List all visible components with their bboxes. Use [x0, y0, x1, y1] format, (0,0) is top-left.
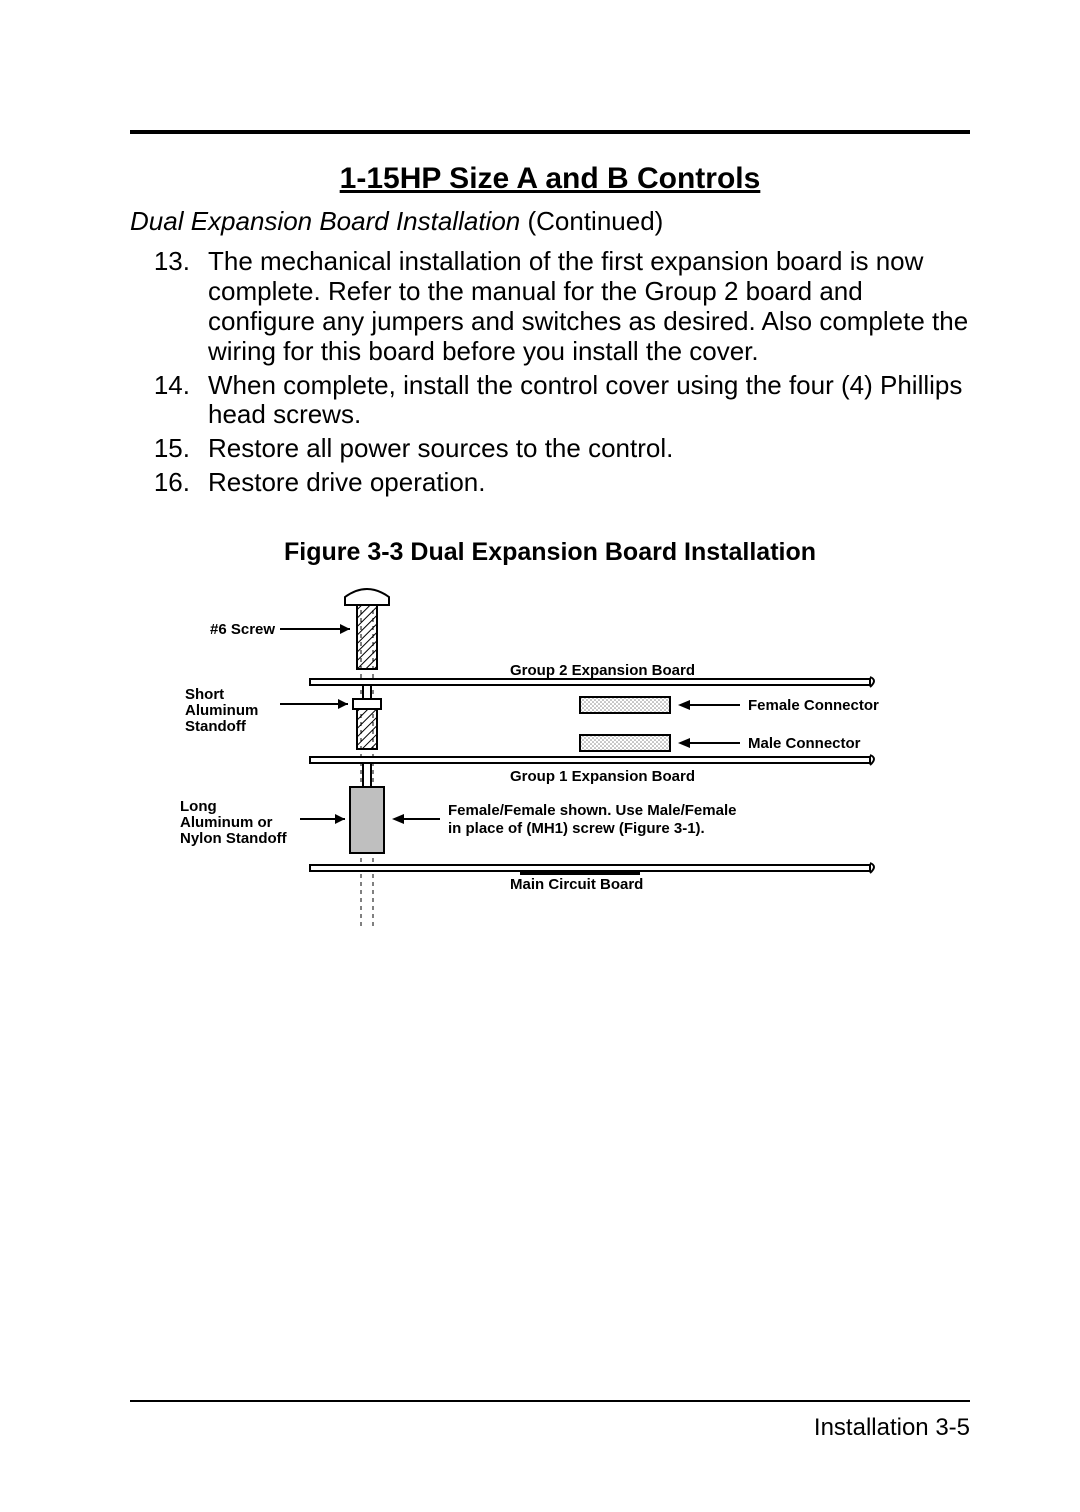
subtitle-italic: Dual Expansion Board Installation [130, 206, 520, 236]
step-number: 15. [130, 434, 208, 464]
label-short-standoff-1: Short [185, 686, 224, 703]
top-rule [130, 130, 970, 134]
label-short-standoff-2: Aluminum [185, 702, 258, 719]
label-long-standoff-1: Long [180, 798, 217, 815]
step-item: 15.Restore all power sources to the cont… [130, 434, 970, 464]
label-long-standoff-3: Nylon Standoff [180, 830, 288, 847]
step-number: 13. [130, 247, 208, 367]
section-title: 1-15HP Size A and B Controls [130, 162, 970, 196]
diagram-wrap: #6 Screw Short Aluminum Standoff Long Al… [130, 587, 970, 947]
steps-list: 13.The mechanical installation of the fi… [130, 247, 970, 498]
figure-caption: Figure 3-3 Dual Expansion Board Installa… [130, 538, 970, 567]
step-text: Restore drive operation. [208, 468, 970, 498]
label-group2-board: Group 2 Expansion Board [510, 662, 695, 679]
footer-rule [130, 1400, 970, 1402]
step-item: 13.The mechanical installation of the fi… [130, 247, 970, 367]
step-item: 16.Restore drive operation. [130, 468, 970, 498]
label-note-1: Female/Female shown. Use Male/Female [448, 802, 736, 819]
label-female-connector: Female Connector [748, 697, 879, 714]
label-short-standoff-3: Standoff [185, 718, 247, 735]
label-note-2: in place of (MH1) screw (Figure 3-1). [448, 820, 705, 837]
step-text: When complete, install the control cover… [208, 371, 970, 431]
step-item: 14.When complete, install the control co… [130, 371, 970, 431]
label-long-standoff-2: Aluminum or [180, 814, 273, 831]
label-main-board: Main Circuit Board [510, 876, 643, 893]
page: 1-15HP Size A and B Controls Dual Expans… [0, 0, 1080, 1512]
subtitle: Dual Expansion Board Installation (Conti… [130, 206, 970, 237]
step-text: The mechanical installation of the first… [208, 247, 970, 367]
label-male-connector: Male Connector [748, 735, 861, 752]
step-number: 14. [130, 371, 208, 431]
step-number: 16. [130, 468, 208, 498]
label-screw: #6 Screw [210, 621, 275, 638]
label-group1-board: Group 1 Expansion Board [510, 768, 695, 785]
step-text: Restore all power sources to the control… [208, 434, 970, 464]
subtitle-plain: (Continued) [520, 206, 663, 236]
diagram: #6 Screw Short Aluminum Standoff Long Al… [150, 587, 950, 947]
page-number: Installation 3-5 [814, 1414, 970, 1442]
